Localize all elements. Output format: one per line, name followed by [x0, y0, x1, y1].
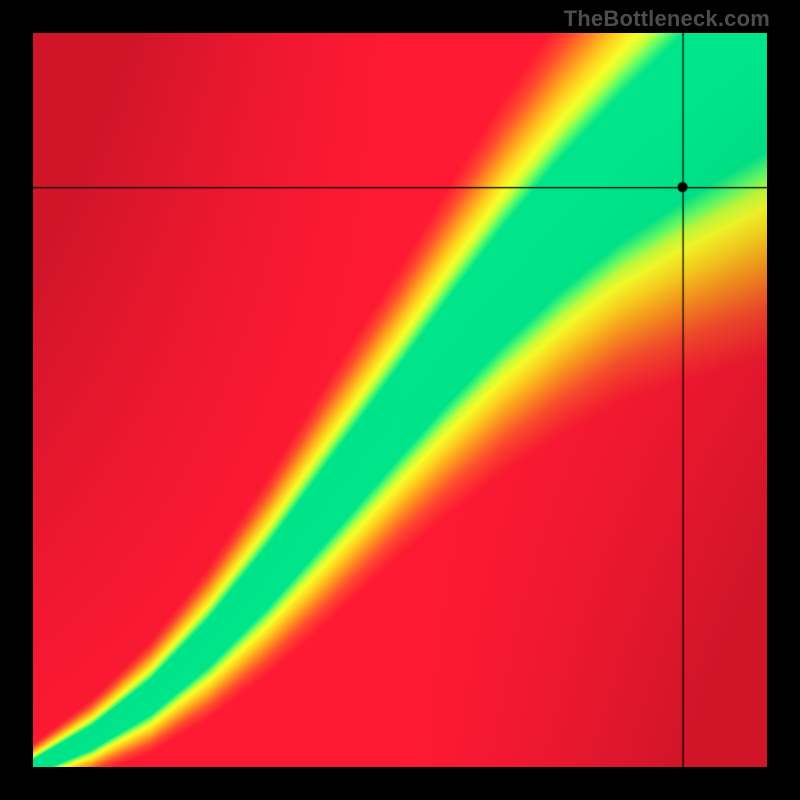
chart-frame: { "canvas": { "width_px": 800, "height_p… — [0, 0, 800, 800]
bottleneck-heatmap — [33, 33, 767, 767]
watermark-text: TheBottleneck.com — [564, 6, 770, 32]
